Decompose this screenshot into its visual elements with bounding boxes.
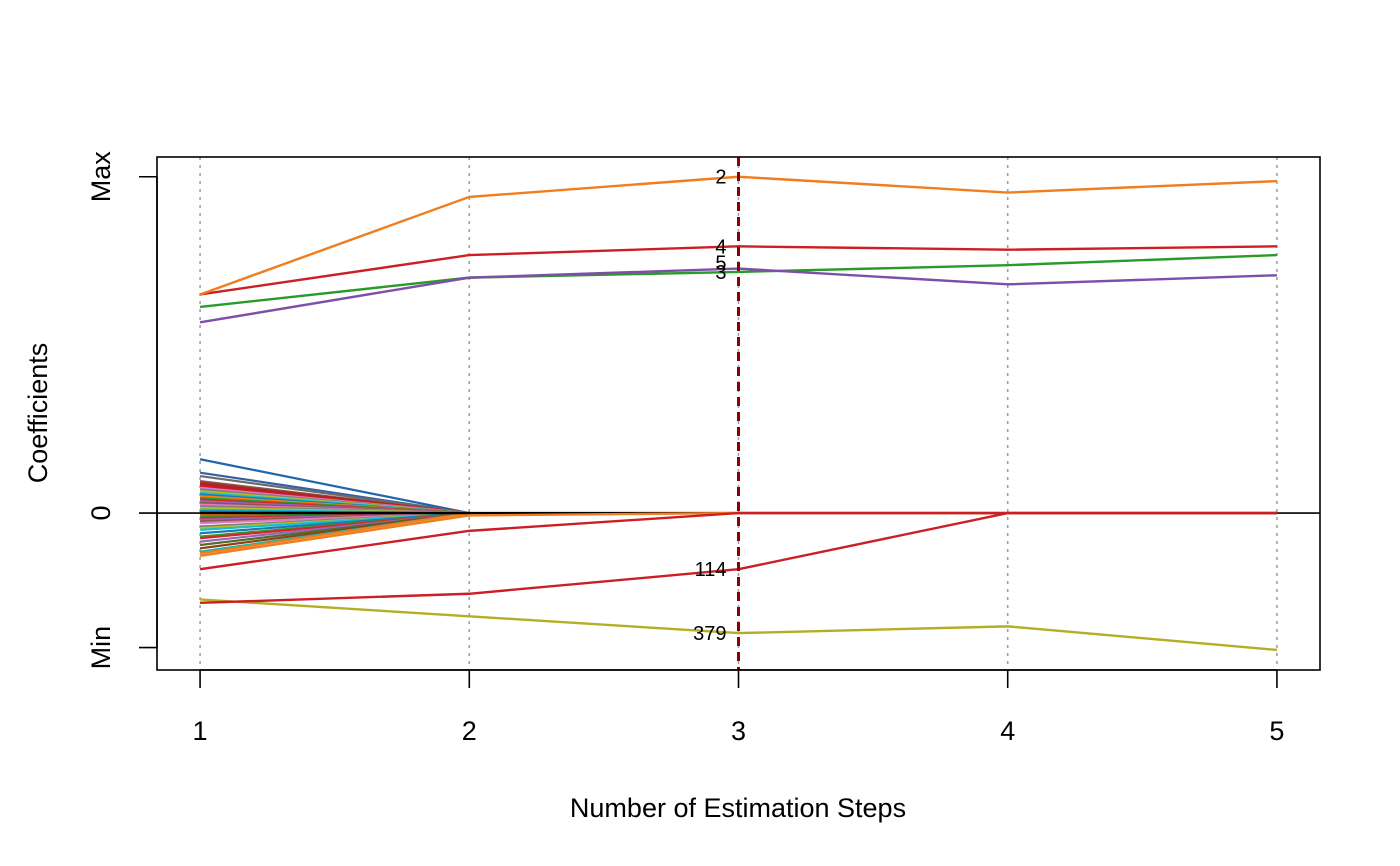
bundle-line-39 bbox=[199, 511, 470, 555]
y-axis: Min 0 Max bbox=[86, 151, 158, 670]
point-label-4: 4 bbox=[715, 236, 726, 258]
point-label-5: 5 bbox=[715, 252, 726, 274]
y-axis-label: Coefficients bbox=[23, 343, 53, 484]
point-label-379: 379 bbox=[693, 623, 726, 645]
point-label-2: 2 bbox=[715, 167, 726, 189]
y-tick-label-0: 0 bbox=[86, 506, 116, 521]
x-tick-label-5: 5 bbox=[1269, 716, 1284, 746]
x-axis-label: Number of Estimation Steps bbox=[570, 793, 906, 823]
point-label-3: 3 bbox=[715, 262, 726, 284]
series-line-4 bbox=[199, 245, 1277, 296]
bundle-lines bbox=[199, 458, 470, 555]
x-tick-label-2: 2 bbox=[462, 716, 477, 746]
x-axis: 1 2 3 4 5 bbox=[193, 669, 1284, 746]
x-tick-label-3: 3 bbox=[731, 716, 746, 746]
bundle-line-1 bbox=[199, 458, 470, 515]
y-tick-label-min: Min bbox=[86, 626, 116, 670]
series-lines bbox=[199, 175, 1278, 652]
y-tick-label-max: Max bbox=[86, 151, 116, 203]
series-line-3 bbox=[199, 253, 1277, 309]
x-tick-label-4: 4 bbox=[1000, 716, 1015, 746]
point-labels: 2 453 114 379 bbox=[693, 167, 726, 645]
point-label-114: 114 bbox=[695, 559, 727, 581]
series-line-379 bbox=[199, 598, 1278, 652]
x-tick-label-1: 1 bbox=[193, 716, 208, 746]
